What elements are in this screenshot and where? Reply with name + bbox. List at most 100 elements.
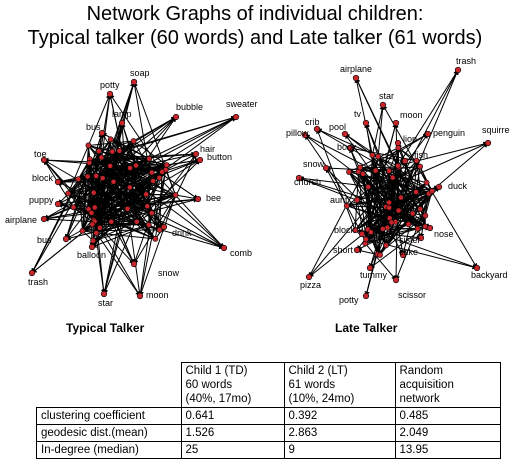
edge bbox=[354, 77, 373, 156]
edge bbox=[138, 169, 167, 297]
edge bbox=[148, 116, 237, 160]
edge bbox=[364, 243, 397, 281]
edge bbox=[73, 193, 147, 208]
graph-node bbox=[301, 131, 309, 139]
node-label: sister bbox=[399, 235, 421, 245]
graph-node bbox=[130, 78, 138, 86]
edge bbox=[355, 77, 399, 166]
edge bbox=[316, 128, 356, 231]
table-row-label: In-degree (median) bbox=[36, 441, 182, 459]
edge bbox=[82, 81, 135, 232]
edge bbox=[357, 171, 367, 240]
edge bbox=[367, 228, 478, 269]
edge bbox=[91, 132, 104, 213]
graph-node bbox=[148, 169, 155, 176]
edge bbox=[129, 152, 197, 169]
graph-node bbox=[95, 148, 102, 155]
graph-node bbox=[88, 209, 95, 216]
graph-node bbox=[40, 215, 48, 223]
node-label: tummy bbox=[360, 270, 388, 280]
graph-node bbox=[398, 194, 404, 201]
graph-node bbox=[90, 189, 97, 196]
node-label: bus bbox=[37, 235, 52, 245]
graph-node bbox=[352, 227, 359, 234]
node-label: scissor bbox=[398, 290, 426, 300]
node-label: nose bbox=[434, 229, 454, 239]
graph-node bbox=[150, 178, 157, 184]
edge bbox=[354, 207, 390, 231]
graph-node bbox=[28, 269, 36, 277]
edge bbox=[369, 226, 426, 269]
graph-node bbox=[124, 205, 131, 212]
node-label: penguin bbox=[433, 128, 465, 138]
graph-node bbox=[473, 264, 481, 272]
table-cell: 2.049 bbox=[394, 424, 501, 442]
graph-node bbox=[313, 125, 321, 133]
figure-title-line2: Typical talker (60 words) and Late talke… bbox=[27, 27, 483, 49]
edge bbox=[88, 140, 134, 146]
graph-node bbox=[394, 139, 402, 147]
node-label: potty bbox=[339, 295, 359, 305]
graph-node bbox=[156, 226, 163, 233]
graph-node bbox=[85, 142, 92, 149]
graph-node bbox=[65, 190, 72, 197]
node-label: snow bbox=[303, 159, 325, 169]
graph-node bbox=[372, 167, 379, 174]
edge bbox=[129, 116, 177, 169]
graph-node bbox=[395, 162, 401, 169]
edge bbox=[397, 141, 489, 167]
node-label: trash bbox=[456, 56, 476, 66]
node-label: cake bbox=[399, 247, 418, 257]
node-label: tv bbox=[354, 109, 362, 119]
graph-node bbox=[429, 188, 435, 194]
graph-node bbox=[435, 183, 443, 191]
table-cell: 0.485 bbox=[394, 407, 501, 425]
edge bbox=[362, 133, 429, 175]
graph-node bbox=[220, 244, 228, 252]
graph-node bbox=[194, 195, 202, 203]
graph-node bbox=[100, 290, 108, 298]
edge bbox=[401, 213, 414, 256]
graph-node bbox=[116, 147, 123, 154]
graph-node bbox=[295, 174, 303, 182]
edge bbox=[65, 157, 102, 240]
node-label: star bbox=[379, 91, 394, 101]
edge bbox=[102, 208, 129, 295]
figure-title-line1: Network Graphs of individual children: bbox=[86, 3, 424, 25]
graph-node bbox=[107, 136, 114, 143]
edge bbox=[358, 133, 429, 173]
graph-node bbox=[196, 156, 204, 164]
edge bbox=[385, 191, 417, 246]
graph-node bbox=[369, 152, 376, 159]
edge bbox=[412, 213, 422, 239]
graph-node bbox=[357, 164, 363, 171]
node-label: block bbox=[334, 225, 356, 235]
graph-node bbox=[386, 168, 392, 174]
graph-node bbox=[417, 234, 425, 242]
graph-node bbox=[108, 218, 115, 225]
edge bbox=[31, 164, 167, 274]
graph-node bbox=[109, 148, 116, 155]
graph-node bbox=[110, 178, 117, 185]
graph-node bbox=[136, 292, 144, 300]
graph-node bbox=[392, 276, 400, 284]
graph-node bbox=[40, 156, 48, 164]
graph-node bbox=[426, 224, 434, 232]
graph-node bbox=[353, 246, 361, 254]
edge bbox=[377, 104, 386, 157]
node-label: bubble bbox=[176, 102, 203, 112]
node-label: moon bbox=[146, 290, 169, 300]
node-label: potty bbox=[100, 80, 120, 90]
edge bbox=[93, 116, 237, 194]
graph-node bbox=[156, 174, 163, 181]
edge bbox=[102, 167, 131, 295]
table-header-row: Child 1 (TD) 60 words (40%, 17mo) Child … bbox=[36, 362, 501, 408]
graph-node bbox=[353, 196, 361, 204]
node-label: church bbox=[294, 177, 321, 187]
table-header-cell: Child 2 (LT) 61 words (10%, 24mo) bbox=[283, 362, 396, 408]
graph-node bbox=[360, 170, 366, 177]
edge bbox=[99, 122, 124, 228]
graph-node bbox=[79, 227, 86, 234]
node-label: toe bbox=[34, 149, 47, 159]
